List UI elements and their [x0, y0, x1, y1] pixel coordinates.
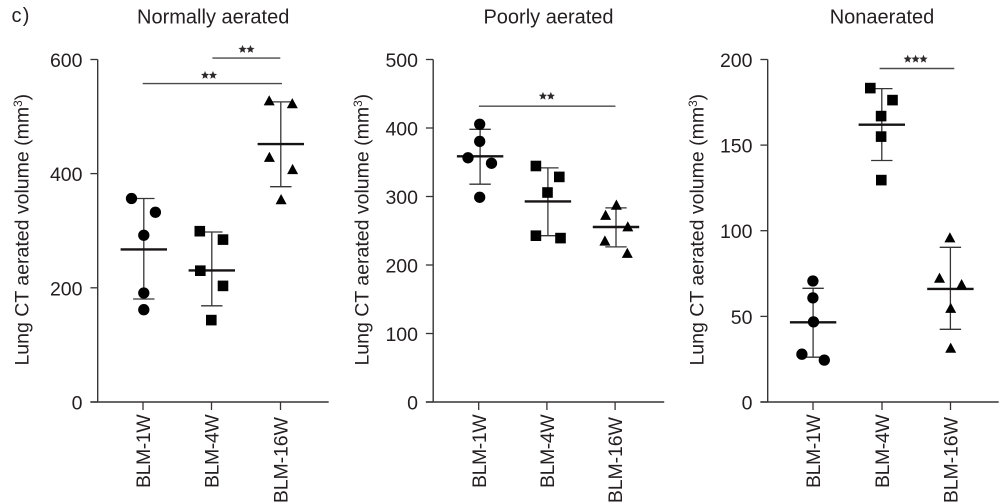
svg-text:Lung CT aerated volume (mm3): Lung CT aerated volume (mm3) [686, 94, 708, 366]
svg-text:BLM-16W: BLM-16W [271, 417, 293, 502]
svg-text:150: 150 [720, 136, 753, 158]
svg-text:400: 400 [50, 164, 83, 186]
svg-text:200: 200 [720, 50, 753, 72]
svg-text:Lung CT aerated volume (mm3): Lung CT aerated volume (mm3) [11, 94, 33, 366]
svg-text:BLM-4W: BLM-4W [202, 414, 224, 488]
svg-text:c): c) [12, 5, 31, 27]
svg-text:Normally aerated: Normally aerated [137, 6, 289, 28]
svg-text:500: 500 [385, 50, 418, 72]
svg-text:BLM-4W: BLM-4W [872, 414, 894, 488]
svg-text:BLM-16W: BLM-16W [941, 417, 963, 502]
svg-text:Poorly aerated: Poorly aerated [483, 6, 613, 28]
svg-text:BLM-1W: BLM-1W [133, 414, 155, 488]
svg-text:BLM-1W: BLM-1W [803, 414, 825, 488]
svg-text:100: 100 [720, 221, 753, 243]
svg-text:0: 0 [742, 393, 753, 415]
svg-text:400: 400 [385, 119, 418, 141]
svg-text:BLM-1W: BLM-1W [469, 414, 491, 488]
svg-text:0: 0 [407, 393, 418, 415]
svg-text:0: 0 [72, 393, 83, 415]
svg-text:200: 200 [385, 256, 418, 278]
svg-text:50: 50 [731, 307, 753, 329]
svg-text:300: 300 [385, 187, 418, 209]
svg-text:100: 100 [385, 324, 418, 346]
svg-text:Nonaerated: Nonaerated [830, 6, 935, 28]
svg-text:200: 200 [50, 278, 83, 300]
svg-text:600: 600 [50, 50, 83, 72]
svg-text:BLM-4W: BLM-4W [537, 414, 559, 488]
svg-text:BLM-16W: BLM-16W [605, 417, 627, 502]
svg-text:Lung CT aerated volume (mm3): Lung CT aerated volume (mm3) [351, 94, 373, 366]
